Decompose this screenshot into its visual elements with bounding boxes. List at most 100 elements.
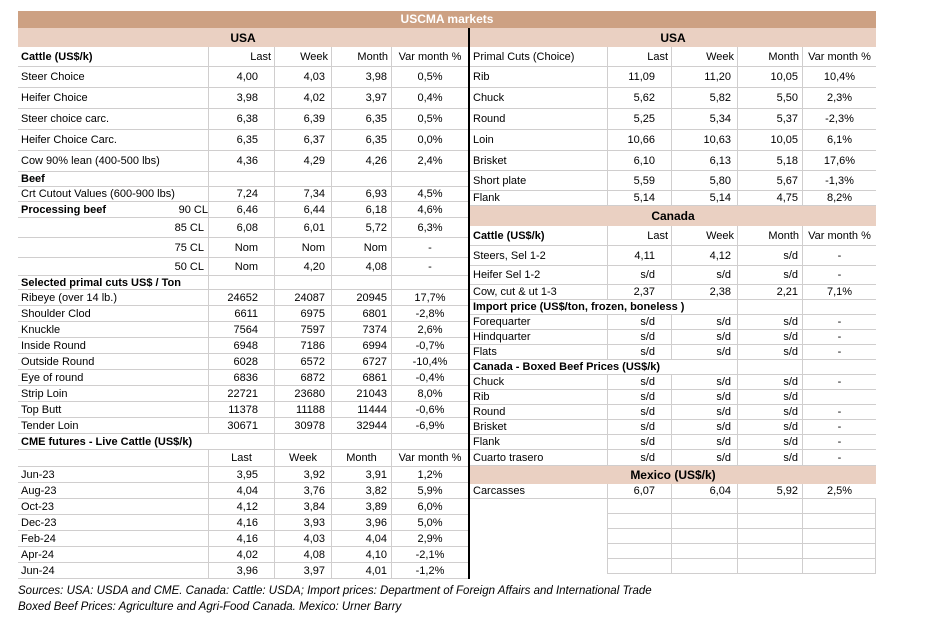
cell-month: 6,18: [331, 202, 391, 217]
cell-week: [274, 276, 331, 289]
data-row: Hindquarter s/d s/d s/d -: [470, 330, 876, 345]
cell-var-month: -: [391, 258, 468, 275]
data-row: Crt Cutout Values (600-900 lbs) 7,24 7,34 6…: [18, 187, 468, 202]
data-row: 85 CL 6,08 6,01 5,72 6,3%: [18, 218, 468, 238]
cell-var-month: 2,4%: [391, 151, 468, 171]
cell-last: 2,37: [607, 285, 671, 299]
cell-week: 2,38: [671, 285, 737, 299]
row-label: Chuck: [473, 92, 505, 104]
cell-week: 4,03: [274, 531, 331, 546]
cell-last: 5,59: [607, 171, 671, 190]
row-label: Cattle (US$/k): [21, 50, 93, 63]
cell-week: 4,02: [274, 88, 331, 108]
row-label: Dec-23: [21, 516, 57, 529]
cell-var-month: -: [802, 266, 876, 284]
region-band: USA: [18, 28, 468, 47]
data-row: Apr-24 4,02 4,08 4,10 -2,1%: [18, 547, 468, 563]
cell-last: 5,25: [607, 109, 671, 129]
cell-last: s/d: [607, 266, 671, 284]
row-label: Round: [473, 113, 506, 125]
data-row: Cuarto trasero s/d s/d s/d -: [470, 450, 876, 466]
cell-month: 10,05: [737, 130, 802, 150]
row-sublabel: 90 CL: [178, 203, 208, 216]
cell-week: 6,01: [274, 218, 331, 237]
cell-var-month: 4,6%: [391, 202, 468, 217]
row-label: Crt Cutout Values (600-900 lbs): [21, 188, 175, 200]
cell-month: 4,75: [737, 191, 802, 205]
row-label: Aug-23: [21, 484, 57, 497]
cell-month: [331, 276, 391, 289]
cell-week: s/d: [671, 330, 737, 344]
column-header-month: Month: [331, 47, 391, 66]
cell-last: 11378: [208, 402, 274, 417]
sources-footer: Sources: USA: USDA and CME. Canada: Catt…: [18, 583, 876, 615]
cell-month: s/d: [737, 420, 802, 434]
cell-week: 7,34: [274, 187, 331, 201]
row-label: Beef: [21, 173, 45, 185]
cell-last: 6,08: [208, 218, 274, 237]
row-label: Ribeye (over 14 lb.): [21, 291, 117, 304]
cell-var-month: -: [802, 375, 876, 389]
cell-month: 4,26: [331, 151, 391, 171]
column-header-row: Cattle (US$/k) Last Week Month Var month %: [470, 226, 876, 246]
cell-var-month: 2,6%: [391, 322, 468, 337]
cell-var-month: 4,5%: [391, 187, 468, 201]
cell-last: 30671: [208, 418, 274, 433]
cell-var-month: 0,5%: [391, 109, 468, 129]
cell-last: 24652: [208, 290, 274, 305]
cell-last: 10,66: [607, 130, 671, 150]
cell-var-month: [802, 300, 876, 314]
cell-week: s/d: [671, 390, 737, 404]
region-band: Canada: [470, 206, 876, 226]
row-label: Forequarter: [473, 316, 531, 328]
cell-week: 3,93: [274, 515, 331, 530]
cell-last: 7564: [208, 322, 274, 337]
row-label: Top Butt: [21, 403, 62, 416]
cell-month: 20945: [331, 290, 391, 305]
cell-last: 6,46: [208, 202, 274, 217]
cell-month: 3,97: [331, 88, 391, 108]
cell-var-month: [391, 172, 468, 186]
cell-month: 5,50: [737, 88, 802, 108]
cell-month: 6,35: [331, 109, 391, 129]
data-row: Cow 90% lean (400-500 lbs) 4,36 4,29 4,26 2,…: [18, 151, 468, 172]
row-label: Apr-24: [21, 548, 55, 561]
row-label: Outside Round: [21, 355, 95, 368]
cell-last: 3,95: [208, 467, 274, 482]
section-row: Selected primal cuts US$ / Ton: [18, 276, 468, 290]
column-header-last: Last: [208, 450, 274, 466]
cell-month: 3,91: [331, 467, 391, 482]
data-row: Flats s/d s/d s/d -: [470, 345, 876, 360]
cell-week: s/d: [671, 266, 737, 284]
cell-var-month: [802, 390, 876, 404]
cell-var-month: -2,3%: [802, 109, 876, 129]
column-header-row: Cattle (US$/k) Last Week Month Var month %: [18, 47, 468, 67]
cell-var-month: 2,3%: [802, 88, 876, 108]
cell-last: 4,16: [208, 531, 274, 546]
row-label: Feb-24: [21, 532, 56, 545]
cell-var-month: -: [391, 238, 468, 257]
cell-last: s/d: [607, 450, 671, 465]
cell-var-month: 0,4%: [391, 88, 468, 108]
data-row: Shoulder Clod 6611 6975 6801 -2,8%: [18, 306, 468, 322]
cell-week: 5,82: [671, 88, 737, 108]
cell-var-month: 8,2%: [802, 191, 876, 205]
section-row: CME futures - Live Cattle (US$/k): [18, 434, 468, 450]
cell-week: 24087: [274, 290, 331, 305]
cell-var-month: -0,4%: [391, 370, 468, 385]
row-label: Rib: [473, 71, 490, 83]
cell-var-month: 0,0%: [391, 130, 468, 150]
cell-last: 22721: [208, 386, 274, 401]
data-row: Knuckle 7564 7597 7374 2,6%: [18, 322, 468, 338]
report-title-bar: USCMA markets: [18, 11, 876, 28]
cell-last: Nom: [208, 258, 274, 275]
cell-week: 6,44: [274, 202, 331, 217]
row-label: Jun-24: [21, 564, 55, 577]
cell-last: 6948: [208, 338, 274, 353]
cell-month: 5,18: [737, 151, 802, 170]
data-row: Round 5,25 5,34 5,37 -2,3%: [470, 109, 876, 130]
cell-last: 4,02: [208, 547, 274, 562]
cell-week: s/d: [671, 345, 737, 359]
cell-var-month: 0,5%: [391, 67, 468, 87]
column-header-var-month: Var month %: [391, 450, 468, 466]
